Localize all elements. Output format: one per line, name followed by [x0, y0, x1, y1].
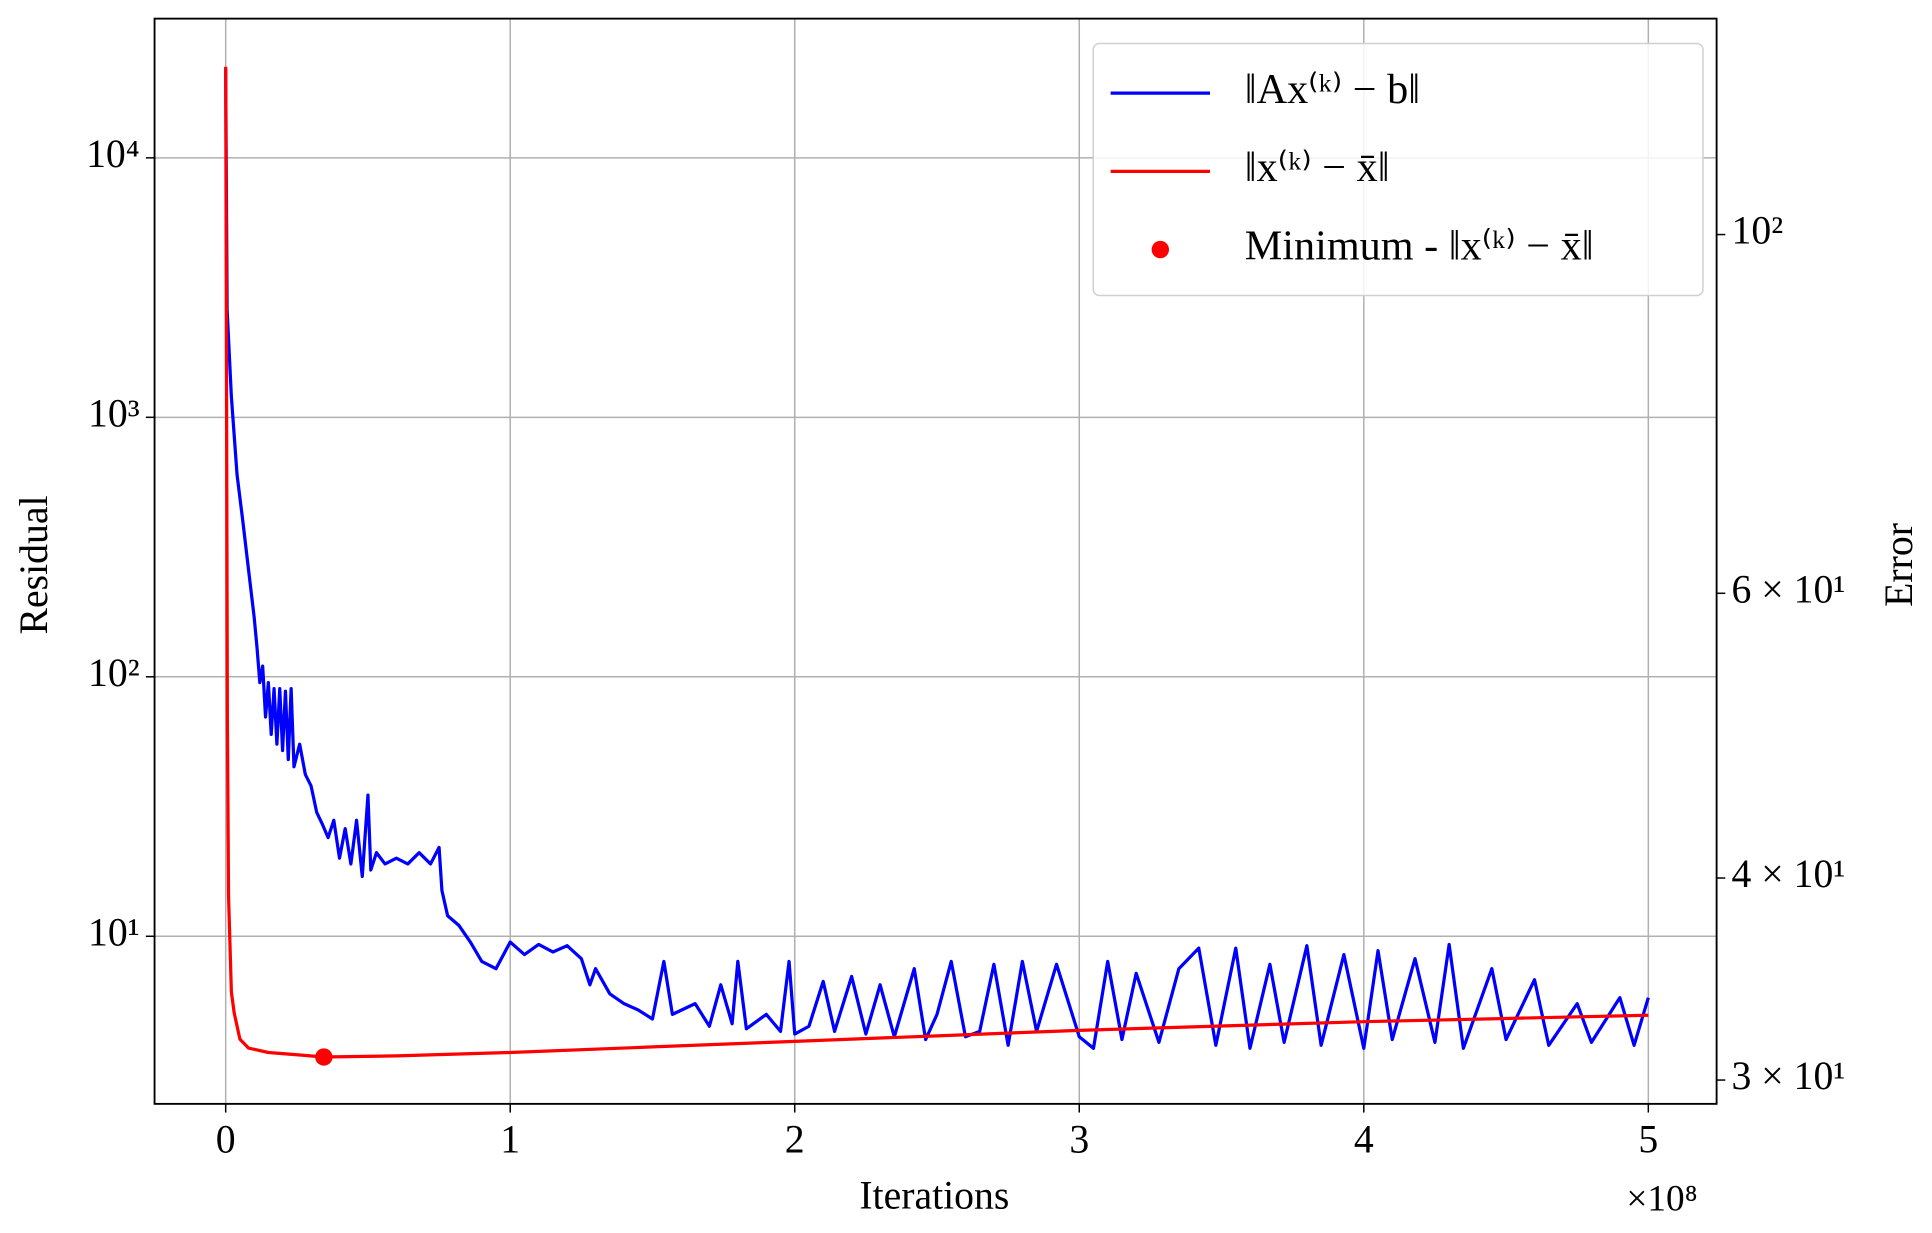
y2-axis-label: Error: [1877, 523, 1921, 607]
axes-frame: [153, 17, 1718, 1105]
y-tick-label: 10¹: [88, 910, 140, 954]
y-tick-label: 10⁴: [86, 132, 140, 176]
legend-label: ‖Ax⁽ᵏ⁾ − b‖: [1245, 66, 1420, 113]
x-tick-label: 3: [1069, 1118, 1089, 1162]
y-tick-label: 10³: [88, 391, 140, 435]
x-tick-label: 0: [216, 1118, 236, 1162]
x-tick-label: 2: [785, 1118, 805, 1162]
axes: 0 1 2 3 4 5 10¹ 10² 10³ 10⁴ 3 × 10¹ 4 × 10¹ 6 × 10¹ 1…: [86, 132, 1845, 1162]
x-offset-label: ×10⁸: [1626, 1179, 1697, 1220]
y-tick-label: 10²: [88, 651, 140, 695]
legend-label: Minimum - ‖x⁽ᵏ⁾ − x̄‖: [1245, 222, 1594, 269]
y2-tick-label: 3 × 10¹: [1732, 1054, 1846, 1098]
y-axis-label: Residual: [12, 495, 56, 634]
y2-tick-label: 10²: [1732, 209, 1784, 253]
x-tick-label: 1: [500, 1118, 520, 1162]
y2-tick-label: 6 × 10¹: [1732, 567, 1846, 611]
line-series: [224, 68, 1650, 1050]
point: [315, 1048, 333, 1066]
plot-area: [224, 66, 1650, 1066]
legend: ‖Ax⁽ᵏ⁾ − b‖ ‖x⁽ᵏ⁾ − x̄‖ Minimum - ‖x⁽ᵏ⁾ − …: [1092, 42, 1704, 297]
x-tick-label: 4: [1354, 1118, 1374, 1162]
legend-marker: [1151, 240, 1170, 259]
x-tick-label: 5: [1638, 1118, 1658, 1162]
legend-label: ‖x⁽ᵏ⁾ − x̄‖: [1245, 144, 1390, 191]
x-axis-label: Iterations: [859, 1174, 1009, 1218]
y2-tick-label: 4 × 10¹: [1732, 852, 1846, 896]
legend-box: [1092, 42, 1704, 297]
